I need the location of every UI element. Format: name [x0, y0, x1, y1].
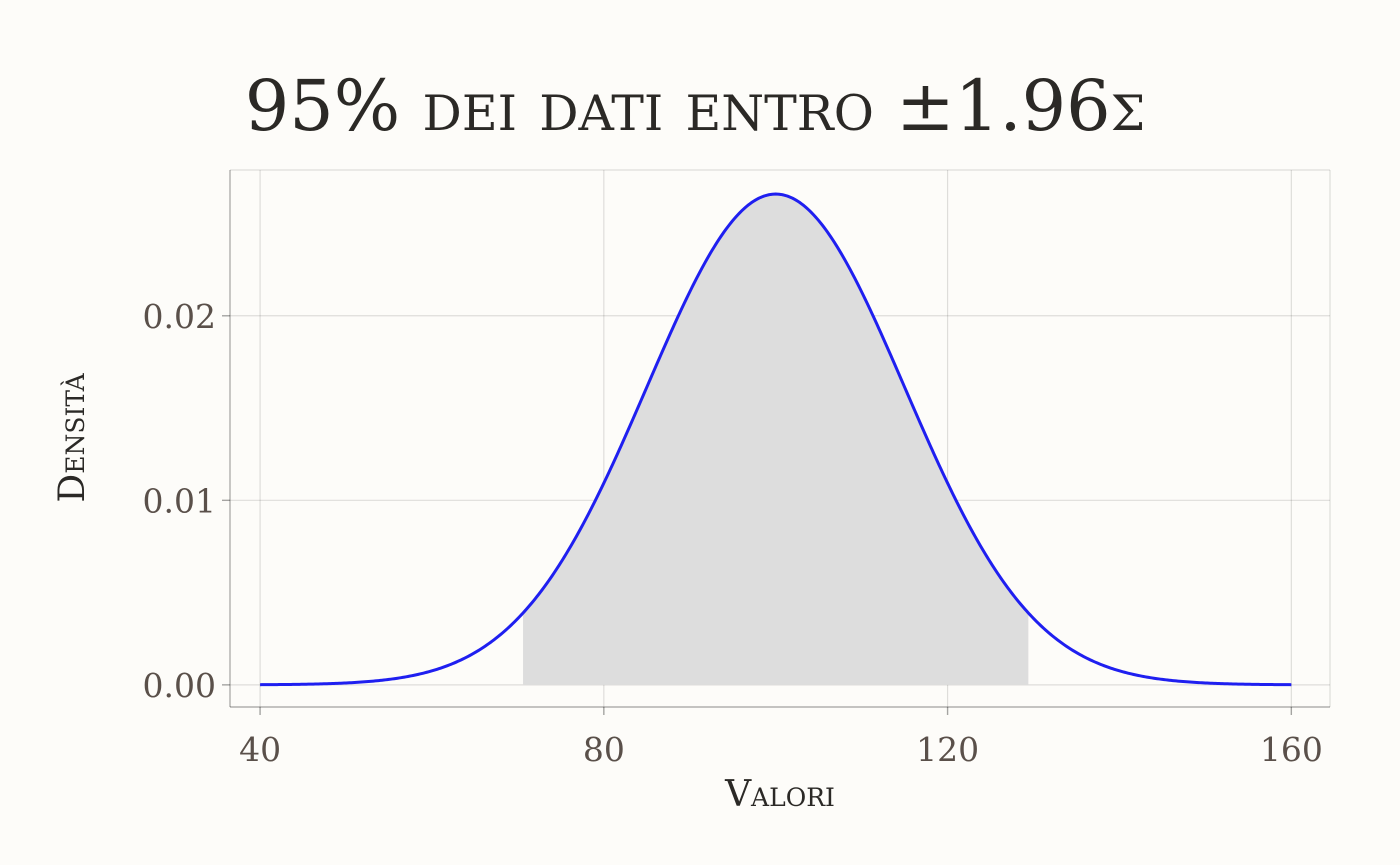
x-tick-label: 80 [583, 730, 625, 769]
x-axis-ticks: 40 80 120 160 [239, 707, 1323, 769]
x-axis-title: Valori [724, 774, 835, 815]
y-axis-ticks: 0.00 0.01 0.02 [143, 297, 230, 705]
y-tick-label: 0.00 [143, 666, 216, 705]
y-tick-label: 0.01 [143, 481, 216, 520]
axes [229, 169, 1331, 708]
density-curve [260, 192, 1292, 687]
y-tick-label: 0.02 [143, 297, 216, 336]
x-tick-label: 120 [916, 730, 979, 769]
chart-title: 95% dei dati entro ±1.96σ [245, 65, 1146, 147]
x-tick-label: 40 [239, 730, 281, 769]
y-axis-title: Densità [52, 372, 93, 502]
shaded-area [523, 194, 1029, 685]
x-tick-label: 160 [1260, 730, 1323, 769]
